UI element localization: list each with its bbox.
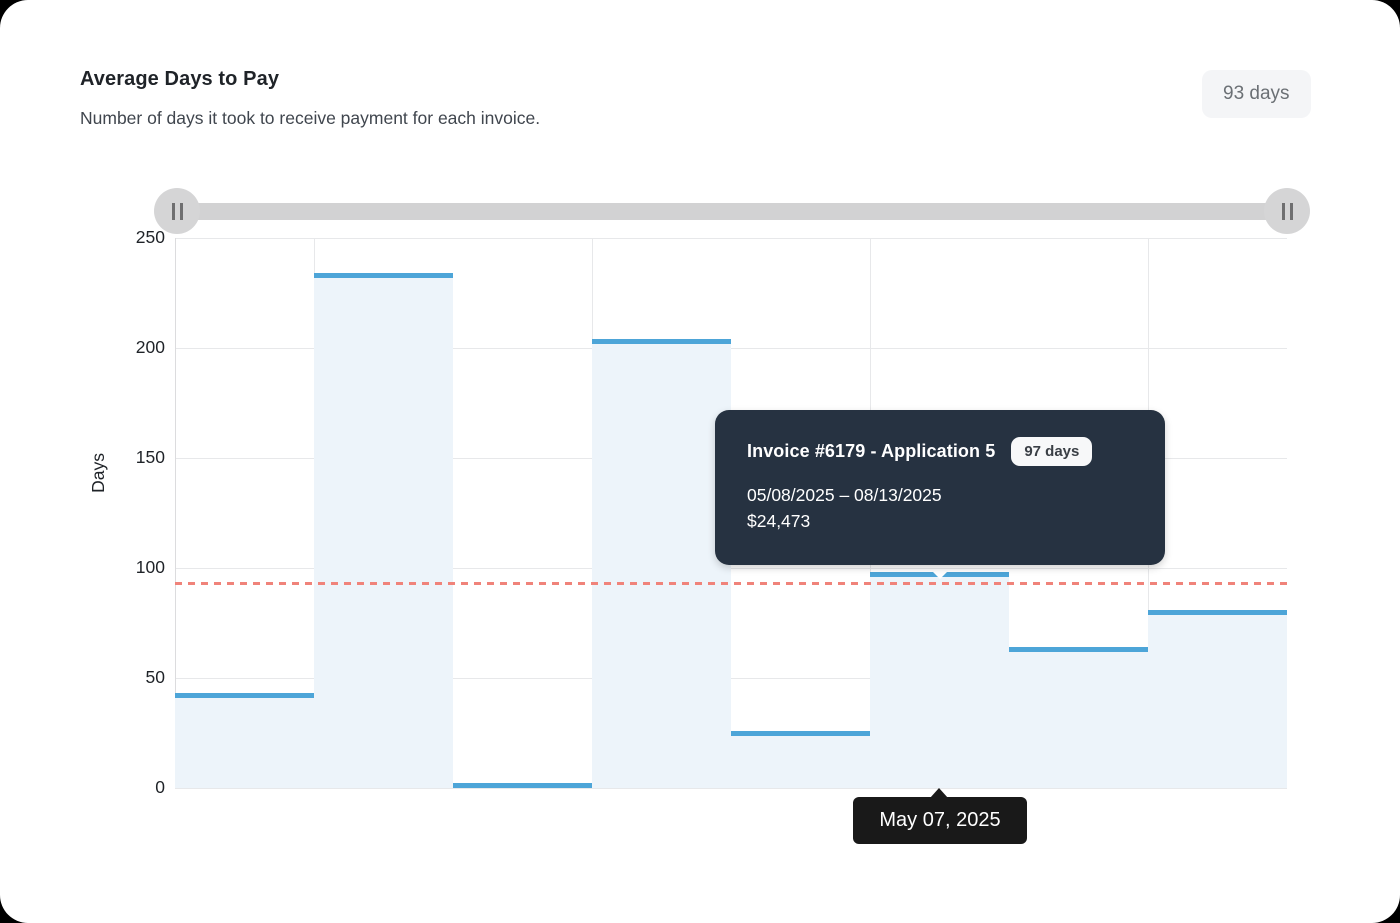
bar-segment[interactable]: [175, 695, 314, 788]
bar-segment[interactable]: [592, 341, 731, 788]
page-title: Average Days to Pay: [80, 68, 280, 90]
bar-segment[interactable]: [870, 574, 1009, 788]
average-days-badge: 93 days: [1202, 70, 1311, 118]
slider-handle-left[interactable]: [154, 188, 200, 234]
drag-handle-icon: [1289, 202, 1293, 220]
h-gridline: [175, 677, 1287, 679]
tooltip-date-range: 05/08/2025 – 08/13/2025: [747, 485, 942, 505]
bar-top-line: [592, 338, 731, 344]
hover-notch-icon: [932, 572, 947, 580]
tooltip-title: Invoice #6179 - Application 5: [747, 441, 996, 461]
h-gridline: [175, 237, 1287, 239]
invoice-tooltip: Invoice #6179 - Application 5 97 days 05…: [715, 410, 1165, 565]
bar-segment[interactable]: [314, 275, 453, 788]
drag-handle-icon: [179, 202, 183, 220]
y-tick-label: 200: [135, 337, 165, 357]
y-tick-label: 150: [135, 447, 165, 467]
h-gridline: [175, 567, 1287, 569]
y-tick-label: 50: [145, 667, 165, 687]
bar-top-line: [314, 272, 453, 278]
drag-handle-icon: [171, 202, 175, 220]
slider-track[interactable]: [177, 203, 1287, 220]
tooltip-amount: $24,473: [747, 511, 811, 531]
bar-top-line: [453, 783, 592, 789]
bar-segment[interactable]: [1009, 649, 1148, 788]
date-tooltip: May 07, 2025: [853, 797, 1027, 844]
bar-top-line: [1009, 646, 1148, 652]
bar-top-line: [175, 693, 314, 699]
bar-segment[interactable]: [731, 733, 870, 788]
y-tick-label: 250: [135, 227, 165, 247]
h-gridline: [175, 347, 1287, 349]
y-tick-label: 0: [155, 777, 165, 797]
bar-top-line: [731, 730, 870, 736]
slider-handle-right[interactable]: [1264, 188, 1310, 234]
average-dashed-line: [175, 582, 1287, 586]
drag-handle-icon: [1281, 202, 1285, 220]
h-gridline: [175, 787, 1287, 789]
tooltip-days-badge: 97 days: [1011, 437, 1093, 466]
y-axis-line: [175, 238, 176, 788]
date-tooltip-arrow: [930, 788, 948, 798]
y-tick-label: 100: [135, 557, 165, 577]
page-subtitle: Number of days it took to receive paymen…: [80, 108, 541, 128]
bar-segment[interactable]: [1148, 612, 1287, 788]
bar-top-line: [1148, 609, 1287, 615]
invoice-tooltip-header: Invoice #6179 - Application 5 97 days: [747, 437, 1133, 466]
